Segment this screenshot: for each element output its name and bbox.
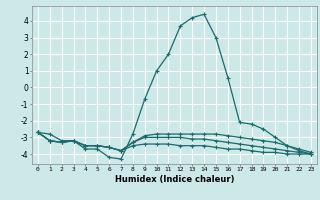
X-axis label: Humidex (Indice chaleur): Humidex (Indice chaleur) [115,175,234,184]
